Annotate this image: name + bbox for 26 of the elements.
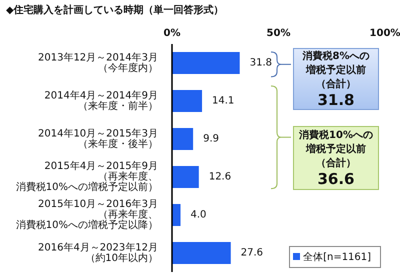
data-label: 12.6 <box>208 172 232 183</box>
y-tick-label: 2016年4月～2023年12月（約10年以内） <box>38 241 158 264</box>
chart-title: ◆住宅購入を計画している時期（単一回答形式） <box>5 3 225 18</box>
bar <box>172 90 202 112</box>
x-tick-label: 0% <box>164 28 180 39</box>
annotation: 消費税10%への増税予定以前（合計） <box>298 128 374 170</box>
annotation: 36.6 <box>316 170 356 188</box>
data-label: 31.8 <box>250 58 272 69</box>
y-tick-label: 2014年4月～2014年9月（来年度・前半） <box>44 89 158 112</box>
y-tick-label: 2015年4月～2015年9月（再来年度、消費税10%への増税予定以前） <box>16 160 158 194</box>
bar <box>172 128 194 150</box>
y-tick-label: 2014年10月～2015年3月（来年度・後半） <box>38 127 158 150</box>
x-tick-label: 50% <box>266 28 290 39</box>
data-label: 14.1 <box>212 96 234 107</box>
y-tick-label: 2015年10月～2016年3月（再来年度、消費税10%への増税予定以降） <box>16 198 158 232</box>
bar <box>172 242 231 264</box>
y-tick-label: 2013年12月～2014年3月（今年度内） <box>38 51 158 74</box>
data-label: 4.0 <box>190 210 206 221</box>
bar <box>172 52 240 74</box>
data-label: 9.9 <box>203 134 219 145</box>
x-tick-label: 100% <box>370 28 400 39</box>
data-label: 27.6 <box>240 248 264 259</box>
bar <box>172 166 199 188</box>
annotation: 消費税8%への増税予定以前（合計） <box>302 50 370 92</box>
legend-label: 全体[n=1161] <box>302 252 372 263</box>
annotation: 31.8 <box>316 91 356 110</box>
